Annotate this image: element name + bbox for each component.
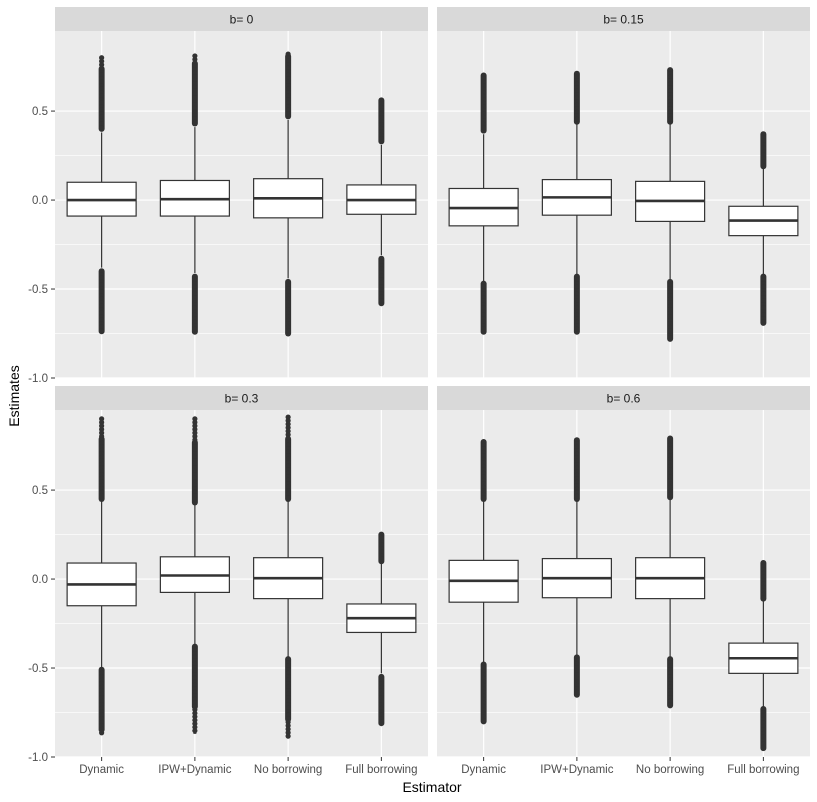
- x-tick-label: Dynamic: [461, 764, 506, 776]
- box-dynamic: [448, 439, 519, 725]
- x-tick-label: Dynamic: [79, 764, 124, 776]
- facet-strip-label: b= 0.3: [225, 392, 259, 406]
- facet-strip: [437, 386, 810, 410]
- low-outlier-point: [192, 728, 198, 734]
- y-tick-label: -0.5: [28, 663, 48, 675]
- facet-panel-b-0-3: b= 0.3 -1.0 -0.5 0.0 0.5 Dynamic IPW+Dynamic No…: [28, 386, 428, 776]
- facet-strip-label: b= 0: [230, 13, 254, 27]
- high-outlier-point: [378, 136, 384, 142]
- box-full-borrowing: [728, 131, 799, 326]
- low-outlier-point: [760, 744, 766, 751]
- high-outlier-point: [574, 116, 580, 122]
- high-outlier-point: [481, 125, 487, 131]
- facet-panels: b= 0 -1.0 -0.5 0.0 0.5 b= 0.15 b= 0.3 -1.0 -0.5 0…: [28, 7, 810, 776]
- low-outlier-point: [378, 719, 384, 726]
- facet-strip-label: b= 0.6: [607, 392, 641, 406]
- high-outlier-point: [192, 496, 198, 502]
- low-outlier-point: [378, 298, 384, 304]
- high-outlier-point: [99, 493, 105, 499]
- facet-panel-b-0: b= 0 -1.0 -0.5 0.0 0.5: [28, 7, 428, 385]
- y-tick-label: 0.5: [32, 485, 48, 497]
- box-ipw-dynamic: [159, 416, 230, 734]
- low-outlier-point: [574, 326, 580, 332]
- facet-strip-label: b= 0.15: [603, 13, 644, 27]
- y-axis-title: Estimates: [6, 365, 22, 426]
- high-outlier-point: [192, 119, 198, 126]
- x-axis-title: Estimator: [402, 779, 461, 795]
- box-no-borrowing: [253, 414, 324, 739]
- box-no-borrowing: [635, 435, 706, 709]
- low-outlier-point: [285, 328, 291, 334]
- box-ipw-dynamic: [541, 70, 612, 335]
- x-tick-label: IPW+Dynamic: [158, 764, 231, 776]
- y-tick-label: -1.0: [28, 373, 48, 385]
- box-dynamic: [66, 55, 137, 335]
- facet-panel-b-0-6: b= 0.6 Dynamic IPW+Dynamic No borrowing Full…: [437, 386, 810, 776]
- high-outlier-point: [760, 595, 766, 601]
- low-outlier-point: [667, 335, 673, 341]
- y-tick-label: 0.0: [32, 195, 48, 207]
- high-outlier-point: [285, 495, 291, 501]
- facet-strip: [55, 7, 428, 31]
- facet-panel-b-0-15: b= 0.15: [437, 7, 810, 379]
- y-tick-label: -1.0: [28, 752, 48, 764]
- box-full-borrowing: [346, 97, 417, 307]
- y-tick-label: -0.5: [28, 284, 48, 296]
- high-outlier-point: [481, 495, 487, 501]
- box-dynamic: [66, 416, 137, 736]
- box-dynamic: [448, 72, 519, 335]
- low-outlier-point: [574, 689, 580, 695]
- high-outlier-point: [574, 493, 580, 499]
- box-ipw-dynamic: [159, 53, 230, 335]
- low-outlier-point: [99, 730, 105, 736]
- box-full-borrowing: [728, 560, 799, 752]
- high-outlier-point: [667, 491, 673, 498]
- y-tick-label: 0.0: [32, 574, 48, 586]
- box-no-borrowing: [253, 51, 324, 337]
- low-outlier-point: [481, 717, 487, 724]
- x-tick-label: No borrowing: [636, 764, 704, 776]
- low-outlier-point: [760, 319, 766, 325]
- x-tick-label: No borrowing: [254, 764, 322, 776]
- x-tick-label: Full borrowing: [345, 764, 417, 776]
- facet-strip: [437, 7, 810, 31]
- low-outlier-point: [667, 702, 673, 708]
- low-outlier-point: [192, 326, 198, 332]
- high-outlier-point: [99, 125, 105, 131]
- facet-strip: [55, 386, 428, 410]
- low-outlier-point: [285, 733, 291, 739]
- x-tick-label: Full borrowing: [727, 764, 799, 776]
- y-tick-label: 0.5: [32, 106, 48, 118]
- low-outlier-point: [481, 326, 487, 332]
- x-tick-label: IPW+Dynamic: [540, 764, 613, 776]
- high-outlier-point: [760, 163, 766, 169]
- box-full-borrowing: [346, 531, 417, 727]
- high-outlier-point: [285, 111, 291, 117]
- box-no-borrowing: [635, 67, 706, 342]
- high-outlier-point: [667, 116, 673, 122]
- high-outlier-point: [378, 556, 384, 562]
- box-ipw-dynamic: [541, 437, 612, 698]
- low-outlier-point: [99, 328, 105, 334]
